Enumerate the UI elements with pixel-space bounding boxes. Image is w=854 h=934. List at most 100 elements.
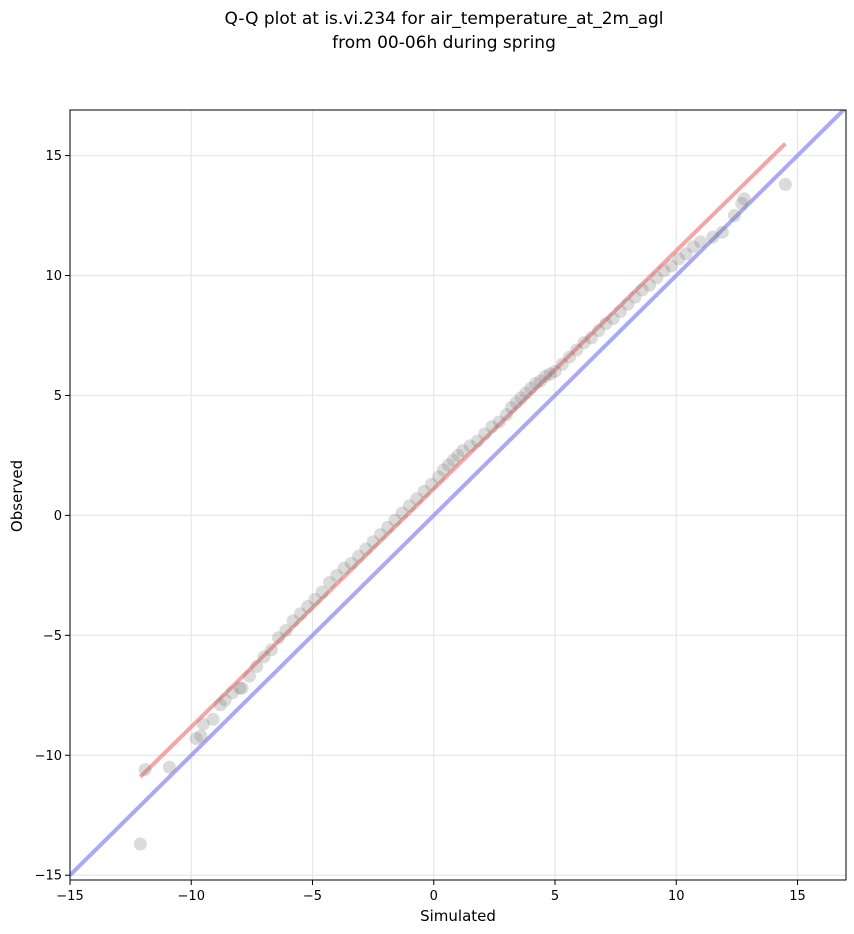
x-axis-label: Simulated	[420, 907, 496, 925]
y-tick-label: 5	[54, 389, 62, 404]
data-point	[138, 763, 152, 777]
data-point	[395, 506, 409, 520]
data-point	[293, 607, 307, 621]
data-point	[194, 729, 208, 743]
data-point	[330, 568, 344, 582]
data-point	[441, 458, 455, 472]
data-point	[315, 585, 329, 599]
data-point	[162, 760, 176, 774]
data-point	[548, 364, 562, 378]
data-point	[218, 693, 232, 707]
data-point	[584, 331, 598, 345]
data-point	[664, 259, 678, 273]
data-point	[599, 316, 613, 330]
data-point	[381, 520, 395, 534]
x-tick-label: −5	[303, 889, 322, 904]
data-point	[643, 278, 657, 292]
data-point	[533, 374, 547, 388]
chart-title-line-1: Q-Q plot at is.vi.234 for air_temperatur…	[224, 9, 663, 29]
y-tick-label: 15	[45, 149, 62, 164]
y-axis-ticks: −15 −10 −5 0 5 10 15	[35, 149, 70, 884]
x-tick-label: 0	[430, 889, 438, 904]
data-point	[570, 343, 584, 357]
data-point	[242, 669, 256, 683]
x-tick-label: −15	[56, 889, 83, 904]
data-point	[492, 415, 506, 429]
data-point	[706, 230, 720, 244]
reference-lines	[70, 110, 846, 877]
data-point	[451, 448, 465, 462]
data-point	[279, 624, 293, 638]
data-point	[613, 304, 627, 318]
data-point	[337, 561, 351, 575]
data-point	[555, 357, 569, 371]
grid	[69, 110, 846, 880]
data-point	[679, 247, 693, 261]
chart-title-line-2: from 00-06h during spring	[332, 33, 556, 53]
y-axis-label: Observed	[8, 460, 26, 532]
data-point	[563, 350, 577, 364]
data-point	[456, 444, 470, 458]
data-point	[286, 614, 300, 628]
data-point	[504, 400, 518, 414]
data-point	[196, 717, 210, 731]
data-point	[189, 731, 203, 745]
fit-line	[138, 142, 787, 779]
data-point	[388, 513, 402, 527]
data-point	[410, 492, 424, 506]
data-point	[463, 439, 477, 453]
data-point	[606, 312, 620, 326]
data-point	[577, 336, 591, 350]
data-point	[432, 470, 446, 484]
data-point	[500, 408, 513, 422]
plot-area-frame	[69, 109, 847, 881]
data-point	[529, 376, 543, 390]
y-tick-label: −15	[35, 869, 62, 884]
data-point	[373, 528, 387, 542]
y-tick-label: −5	[43, 629, 62, 644]
x-axis-ticks: −15 −10 −5 0 5 10 15	[56, 880, 806, 904]
data-point	[301, 600, 315, 614]
y-tick-label: 10	[45, 269, 62, 284]
data-point	[735, 197, 749, 211]
data-point	[264, 643, 278, 657]
data-point	[272, 631, 286, 645]
data-point	[635, 283, 649, 297]
data-point	[727, 209, 741, 223]
data-point	[628, 290, 642, 304]
data-point	[235, 681, 249, 695]
data-point	[206, 712, 220, 726]
y-tick-label: −10	[35, 749, 62, 764]
data-point	[694, 235, 707, 249]
data-point	[213, 698, 227, 712]
data-point	[592, 324, 606, 338]
x-tick-label: 5	[551, 889, 559, 904]
data-point	[514, 391, 528, 405]
data-point	[308, 592, 322, 606]
data-point	[715, 225, 729, 239]
data-point	[657, 264, 671, 278]
data-point	[446, 453, 460, 467]
data-point	[470, 434, 484, 448]
data-point	[250, 660, 264, 674]
x-tick-label: −10	[178, 889, 205, 904]
data-points	[133, 177, 792, 851]
y-tick-label: 0	[54, 509, 62, 524]
data-point	[621, 297, 635, 311]
data-point	[257, 650, 271, 664]
data-point	[133, 837, 147, 851]
data-point	[417, 484, 431, 498]
identity-line	[70, 110, 846, 877]
data-point	[524, 381, 538, 395]
x-tick-label: 15	[789, 889, 806, 904]
data-point	[359, 542, 373, 556]
data-point	[225, 686, 239, 700]
data-point	[519, 386, 533, 400]
data-point	[543, 367, 557, 381]
data-point	[436, 463, 450, 477]
data-point	[778, 177, 792, 191]
data-point	[737, 192, 751, 206]
data-point	[538, 369, 552, 383]
data-point	[672, 252, 686, 266]
